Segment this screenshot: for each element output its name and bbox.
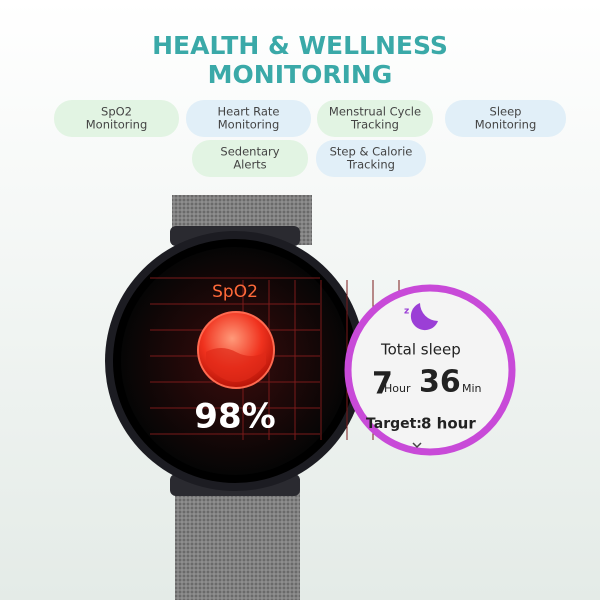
sleep-hours: 7: [372, 367, 393, 402]
screen-value: 98%: [194, 397, 275, 437]
feature-label: Monitoring: [86, 118, 148, 132]
sleep-minutes: 36: [419, 365, 461, 400]
feature-pill: [317, 100, 433, 137]
sleep-hour-unit: Hour: [384, 382, 411, 395]
sleep-target-value: 8 hour: [421, 415, 476, 433]
feature-label: Alerts: [233, 158, 266, 172]
feature-label: Tracking: [350, 118, 399, 132]
sleep-target-label: Target:: [366, 416, 422, 432]
screen-label: SpO2: [212, 282, 258, 302]
sleep-minute-unit: Min: [462, 382, 482, 395]
feature-label: Tracking: [346, 158, 395, 172]
feature-pill: [186, 100, 311, 137]
zzz-icon: z z: [404, 307, 418, 317]
feature-pill: [316, 140, 426, 177]
feature-label: Monitoring: [218, 118, 280, 132]
sleep-title: Total sleep: [380, 341, 461, 359]
feature-pill: [54, 100, 179, 137]
feature-label: Menstrual Cycle: [329, 105, 421, 119]
feature-label: SpO2: [101, 105, 132, 119]
spo2-wave: [206, 348, 266, 382]
feature-pill: [192, 140, 308, 177]
title-line: HEALTH & WELLNESS: [152, 31, 448, 60]
scroll-chevron: [412, 442, 422, 449]
band-bottom: [175, 480, 300, 600]
feature-label: Step & Calorie: [330, 145, 413, 159]
sleep-dial: [344, 284, 516, 456]
feature-label: Heart Rate: [217, 105, 279, 119]
feature-label: Monitoring: [475, 118, 537, 132]
feature-label: Sleep: [490, 105, 522, 119]
moon-icon: [410, 303, 438, 331]
feature-label: Sedentary: [220, 145, 279, 159]
feature-pill: [445, 100, 566, 137]
title-line: MONITORING: [208, 60, 393, 89]
